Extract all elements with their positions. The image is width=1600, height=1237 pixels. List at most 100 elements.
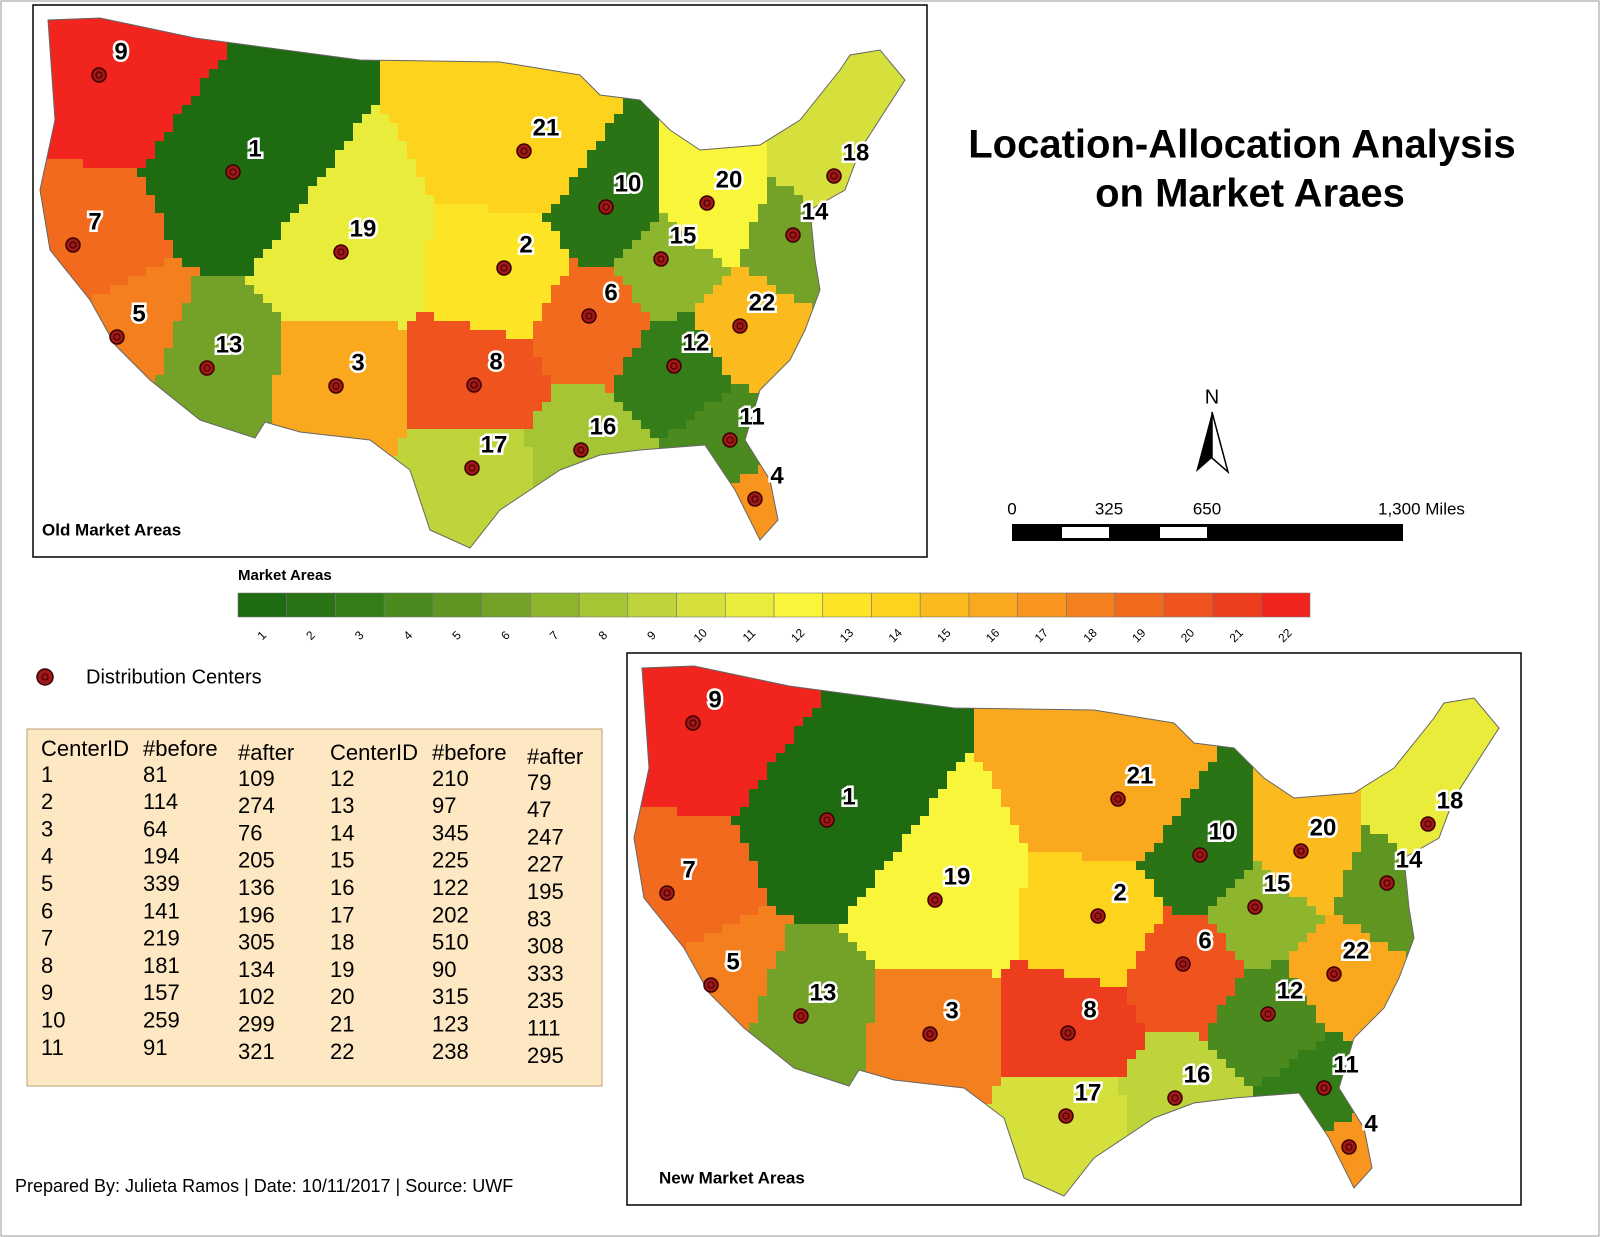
area-cell: [200, 213, 210, 223]
area-cell: [488, 276, 498, 286]
area-cell: [290, 393, 300, 403]
area-cell: [299, 420, 309, 430]
area-cell: [245, 186, 255, 196]
area-cell: [362, 114, 372, 124]
area-cell: [335, 168, 345, 178]
area-cell: [40, 204, 48, 214]
area-cell: [785, 285, 795, 295]
area-cell: [434, 303, 444, 313]
area-cell: [47, 204, 57, 214]
area-cell: [245, 204, 255, 214]
area-cell: [245, 222, 255, 232]
area-cell: [353, 177, 363, 187]
area-cell: [137, 60, 147, 70]
area-cell: [245, 114, 255, 124]
area-cell: [155, 294, 165, 304]
area-cell: [722, 150, 732, 160]
area-cell: [92, 132, 102, 142]
area-cell: [452, 105, 462, 115]
area-cell: [515, 123, 525, 133]
area-cell: [128, 123, 138, 133]
area-cell: [767, 231, 777, 241]
area-cell: [92, 240, 102, 250]
area-cell: [200, 204, 210, 214]
area-cell: [506, 429, 516, 439]
area-cell: [425, 366, 435, 376]
area-cell: [317, 339, 327, 349]
area-cell: [695, 249, 705, 259]
area-cell: [587, 285, 597, 295]
area-cell: [398, 375, 408, 385]
area-cell: [389, 195, 399, 205]
area-cell: [578, 150, 588, 160]
area-cell: [281, 375, 291, 385]
area-cell: [506, 150, 516, 160]
area-cell: [434, 267, 444, 277]
area-cell: [416, 294, 426, 304]
area-cell: [335, 276, 345, 286]
area-cell: [731, 366, 741, 376]
area-cell: [317, 204, 327, 214]
area-cell: [866, 51, 876, 61]
area-cell: [164, 132, 174, 142]
area-cell: [92, 33, 102, 43]
area-cell: [218, 195, 228, 205]
area-cell: [470, 231, 480, 241]
area-cell: [443, 465, 453, 475]
area-cell: [308, 96, 318, 106]
area-cell: [560, 357, 570, 367]
area-cell: [173, 285, 183, 295]
area-cell: [623, 384, 633, 394]
area-cell: [551, 249, 561, 259]
area-cell: [407, 375, 417, 385]
area-cell: [551, 267, 561, 277]
area-cell: [299, 96, 309, 106]
area-cell: [524, 321, 534, 331]
area-cell: [128, 132, 138, 142]
area-cell: [200, 87, 210, 97]
area-cell: [209, 51, 219, 61]
area-cell: [209, 276, 219, 286]
area-cell: [290, 375, 300, 385]
area-cell: [308, 366, 318, 376]
area-cell: [605, 375, 615, 385]
area-cell: [425, 474, 435, 484]
area-cell: [92, 267, 102, 277]
area-cell: [749, 402, 759, 412]
area-cell: [227, 393, 237, 403]
area-cell: [605, 231, 615, 241]
area-cell: [731, 150, 741, 160]
area-cell: [542, 222, 552, 232]
area-cell: [398, 411, 408, 421]
area-cell: [713, 447, 723, 457]
area-cell: [461, 96, 471, 106]
area-cell: [506, 456, 516, 466]
area-cell: [767, 276, 777, 286]
area-cell: [560, 231, 570, 241]
area-cell: [308, 267, 318, 277]
area-cell: [515, 69, 525, 79]
area-cell: [479, 114, 489, 124]
area-cell: [479, 222, 489, 232]
area-cell: [128, 186, 138, 196]
area-cell: [191, 195, 201, 205]
area-cell: [533, 168, 543, 178]
area-cell: [164, 168, 174, 178]
area-cell: [398, 258, 408, 268]
area-cell: [308, 285, 318, 295]
area-cell: [713, 456, 723, 466]
area-cell: [623, 186, 633, 196]
area-cell: [452, 150, 462, 160]
area-cell: [290, 294, 300, 304]
area-cell: [803, 114, 813, 124]
area-cell: [479, 240, 489, 250]
area-cell: [488, 60, 498, 70]
area-cell: [857, 87, 867, 97]
area-cell: [461, 159, 471, 169]
area-cell: [263, 321, 273, 331]
area-cell: [128, 330, 138, 340]
area-cell: [47, 33, 57, 43]
area-cell: [425, 60, 435, 70]
area-cell: [596, 321, 606, 331]
area-cell: [83, 105, 93, 115]
